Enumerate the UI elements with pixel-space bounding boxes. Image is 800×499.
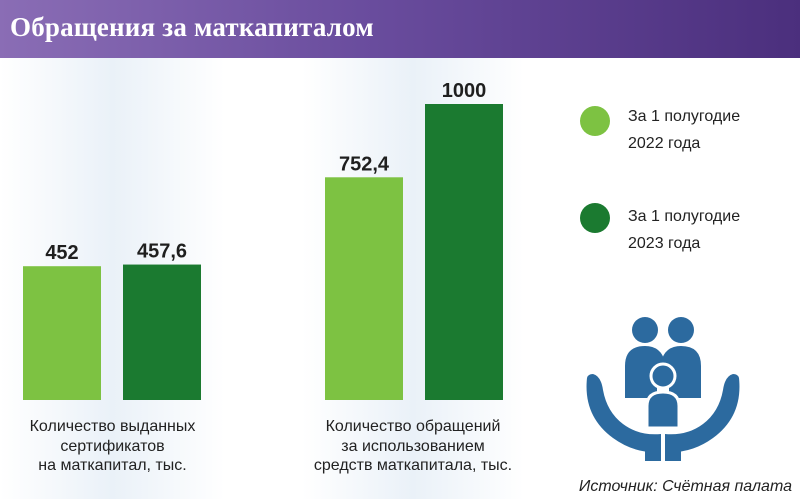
data-label-2-2023: 1000 xyxy=(442,80,487,102)
category-label-requests: Количество обращений за использованием с… xyxy=(302,417,524,476)
category-label-certificates: Количество выданных сертификатов на матк… xyxy=(0,417,225,476)
source-note: Источник: Счётная палата xyxy=(578,478,792,495)
category-label-line: сертификатов xyxy=(60,437,165,455)
legend-label-2022: За 1 полугодие 2022 года xyxy=(628,108,741,152)
data-label-1-2023: 457,6 xyxy=(137,241,187,263)
bar-1-2022 xyxy=(23,266,101,400)
legend-swatch-2023 xyxy=(580,203,610,233)
page-title: Обращения за маткапиталом xyxy=(10,12,374,42)
legend-label-2023: За 1 полугодие 2023 года xyxy=(628,208,741,252)
data-label-2-2022: 752,4 xyxy=(339,153,390,175)
bar-1-2023 xyxy=(123,264,201,400)
category-label-line: на маткапитал, тыс. xyxy=(38,457,187,474)
category-label-line: средств маткапитала, тыс. xyxy=(313,457,513,474)
bar-2-2023 xyxy=(425,104,503,400)
bar-2-2022 xyxy=(325,177,403,400)
header-banner: Обращения за маткапиталом xyxy=(0,0,800,58)
data-label-1-2022: 452 xyxy=(45,242,78,264)
category-label-line: за использованием xyxy=(341,437,485,455)
category-label-line: Количество обращений xyxy=(325,418,501,435)
category-label-line: Количество выданных xyxy=(29,418,196,435)
family-hands-icon xyxy=(586,317,740,461)
legend-swatch-2022 xyxy=(580,106,610,136)
